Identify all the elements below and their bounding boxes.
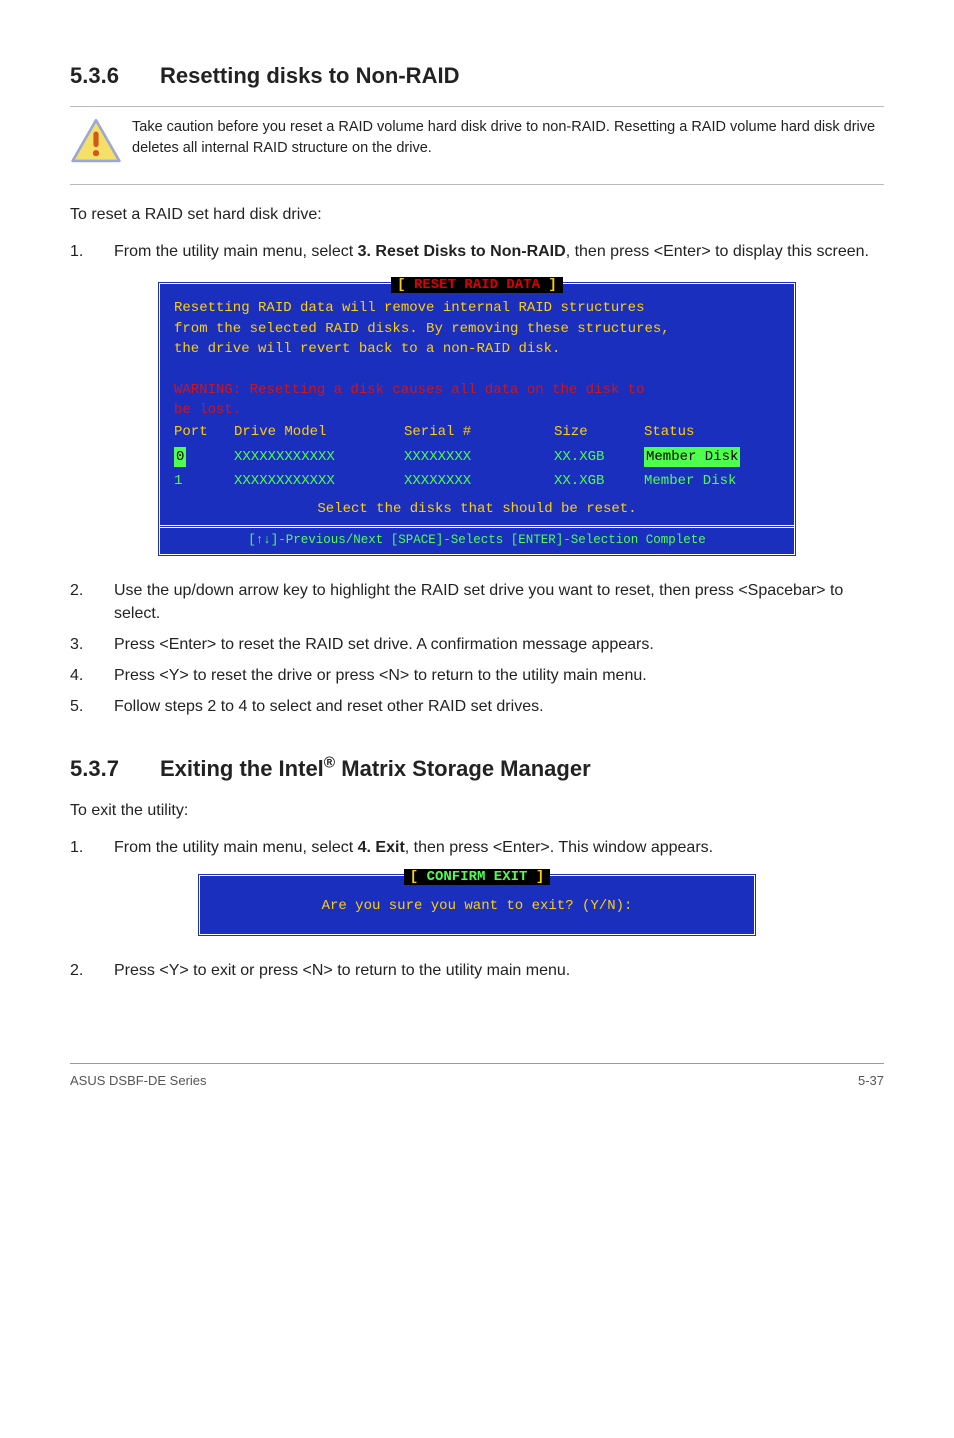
step-text: Follow steps 2 to 4 to select and reset … [114,695,884,718]
hdr-status: Status [644,422,780,442]
bios-title: [ CONFIRM EXIT ] [404,869,550,885]
s1-pre: From the utility main menu, select [114,839,358,856]
caution-text: Take caution before you reset a RAID vol… [132,117,884,159]
bios-data-row-1: 1 XXXXXXXXXXXX XXXXXXXX XX.XGB Member Di… [160,469,794,493]
step1-bold: 3. Reset Disks to Non-RAID [358,243,566,260]
steps-536-first: 1. From the utility main menu, select 3.… [70,240,884,263]
step-3: 3.Press <Enter> to reset the RAID set dr… [70,633,884,656]
step1-post: , then press <Enter> to display this scr… [566,243,869,260]
caution-icon [70,117,132,172]
bios-footer: [↑↓]-Previous/Next [SPACE]-Selects [ENTE… [160,525,794,553]
footer-right: 5-37 [858,1072,884,1091]
page-footer: ASUS DSBF-DE Series 5-37 [70,1063,884,1091]
hdr-serial: Serial # [404,422,554,442]
step1-pre: From the utility main menu, select [114,243,358,260]
step-5: 5.Follow steps 2 to 4 to select and rese… [70,695,884,718]
steps-536-rest: 2.Use the up/down arrow key to highlight… [70,579,884,719]
step-text: Press <Y> to reset the drive or press <N… [114,664,884,687]
r1-model: XXXXXXXXXXXX [234,471,404,491]
step-number: 3. [70,633,114,656]
section-number: 5.3.7 [70,753,160,785]
brk-r: ] [536,869,544,885]
step-number: 4. [70,664,114,687]
step-text: Press <Enter> to reset the RAID set driv… [114,633,884,656]
r1-serial: XXXXXXXX [404,471,554,491]
r0-port: 0 [174,447,186,467]
step-text: From the utility main menu, select 4. Ex… [114,836,884,859]
bios-title-wrap: [ RESET RAID DATA ] [160,275,794,295]
bios-w2: be lost. [174,402,241,418]
bios-title-text: CONFIRM EXIT [418,869,536,885]
r1-size: XX.XGB [554,471,644,491]
step-number: 2. [70,579,114,625]
footer-left: ASUS DSBF-DE Series [70,1072,207,1091]
r0-size: XX.XGB [554,447,644,467]
hdr-port: Port [174,422,234,442]
r1-status: Member Disk [644,471,780,491]
bios-inner: Resetting RAID data will remove internal… [160,284,794,420]
brk-r: ] [548,277,556,293]
bios-exit-box: [ CONFIRM EXIT ] Are you sure you want t… [197,873,757,937]
section-heading-536: 5.3.6Resetting disks to Non-RAID [70,60,884,92]
r0-status: Member Disk [644,447,740,467]
step-number: 2. [70,959,114,982]
brk-l: [ [410,869,418,885]
step-text: Press <Y> to exit or press <N> to return… [114,959,884,982]
step-number: 1. [70,240,114,263]
brk-l: [ [397,277,405,293]
bios-l2: from the selected RAID disks. By removin… [174,321,670,337]
step-1: 1. From the utility main menu, select 3.… [70,240,884,263]
steps-537-first: 1. From the utility main menu, select 4.… [70,836,884,859]
bios-title-text: RESET RAID DATA [406,277,549,293]
intro-text-537: To exit the utility: [70,799,884,822]
caution-block: Take caution before you reset a RAID vol… [70,106,884,185]
bios-l1: Resetting RAID data will remove internal… [174,300,644,316]
step-number: 5. [70,695,114,718]
step-1: 1. From the utility main menu, select 4.… [70,836,884,859]
hdr-model: Drive Model [234,422,404,442]
intro-text-536: To reset a RAID set hard disk drive: [70,203,884,226]
section-title: Resetting disks to Non-RAID [160,63,459,88]
section-number: 5.3.6 [70,60,160,92]
step-2: 2.Use the up/down arrow key to highlight… [70,579,884,625]
step-text: From the utility main menu, select 3. Re… [114,240,884,263]
bios-l3: the drive will revert back to a non-RAID… [174,341,560,357]
r1-port: 1 [174,471,234,491]
r0-model: XXXXXXXXXXXX [234,447,404,467]
t-sup: ® [324,754,335,771]
s1-bold: 4. Exit [358,839,405,856]
bios-reset-box: [ RESET RAID DATA ] Resetting RAID data … [157,281,797,556]
bios-w1: WARNING: Resetting a disk causes all dat… [174,382,644,398]
r0-serial: XXXXXXXX [404,447,554,467]
step-2: 2.Press <Y> to exit or press <N> to retu… [70,959,884,982]
t-post: Matrix Storage Manager [335,756,591,781]
step-text: Use the up/down arrow key to highlight t… [114,579,884,625]
bios-title-wrap: [ CONFIRM EXIT ] [200,867,754,887]
bios-title: [ RESET RAID DATA ] [391,277,563,293]
section-title: Exiting the Intel® Matrix Storage Manage… [160,756,591,781]
bios-select-line: Select the disks that should be reset. [160,493,794,525]
step-4: 4.Press <Y> to reset the drive or press … [70,664,884,687]
hdr-size: Size [554,422,644,442]
step-number: 1. [70,836,114,859]
section-heading-537: 5.3.7Exiting the Intel® Matrix Storage M… [70,752,884,784]
s1-post: , then press <Enter>. This window appear… [405,839,713,856]
t-pre: Exiting the Intel [160,756,324,781]
bios-data-row-0: 0 XXXXXXXXXXXX XXXXXXXX XX.XGB Member Di… [160,445,794,469]
exit-prompt: Are you sure you want to exit? (Y/N): [322,898,633,914]
steps-537-rest: 2.Press <Y> to exit or press <N> to retu… [70,959,884,982]
bios-header-row: Port Drive Model Serial # Size Status [160,420,794,444]
